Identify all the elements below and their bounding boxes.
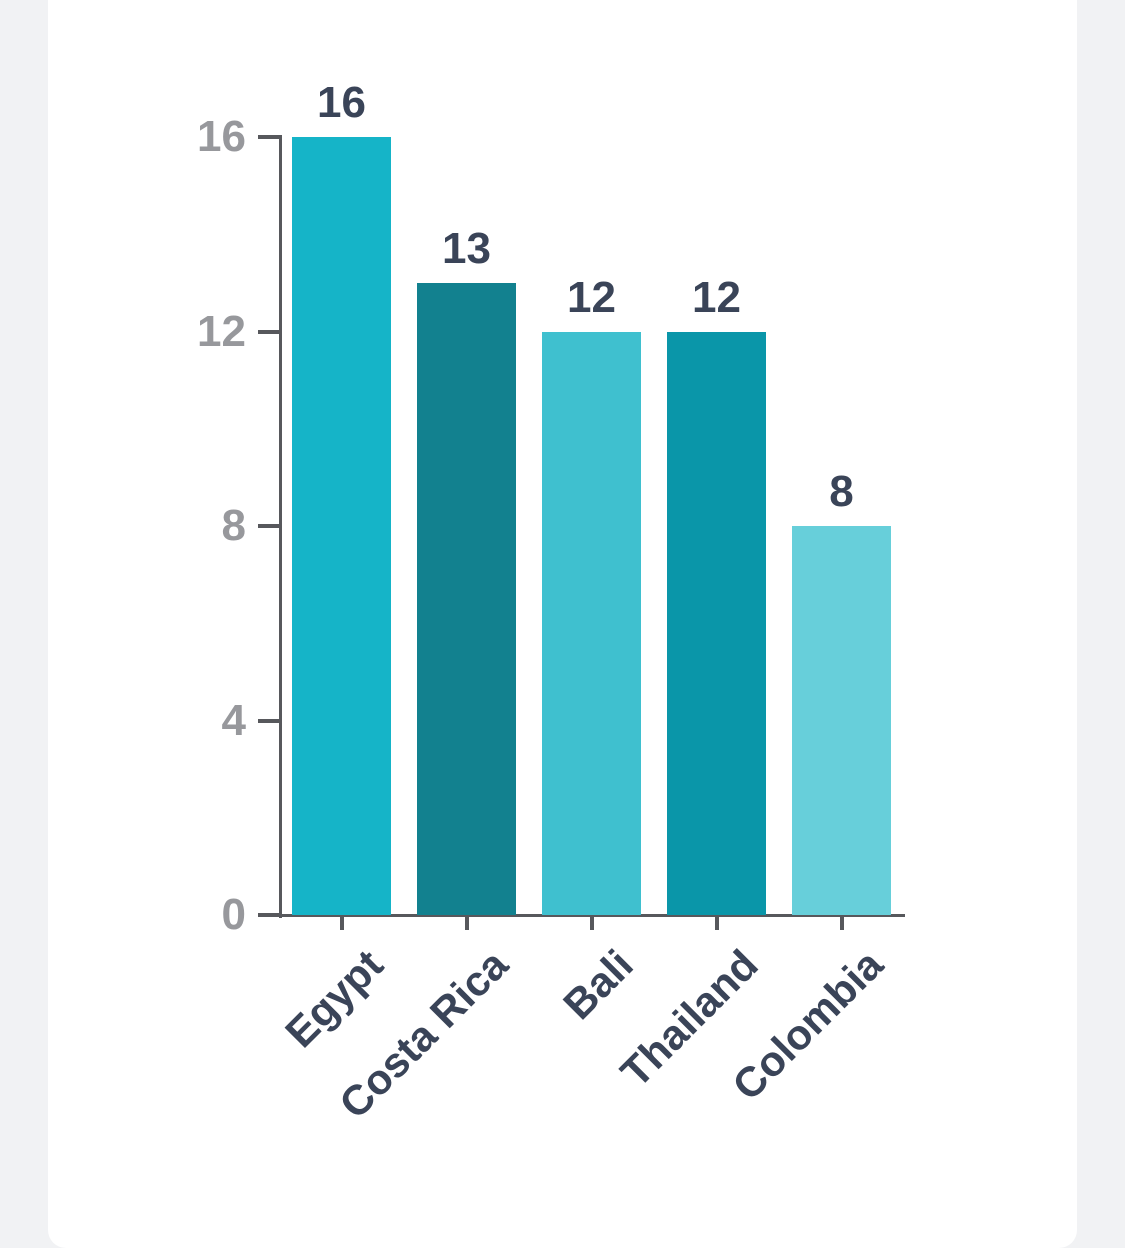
y-axis-tick xyxy=(258,718,279,723)
y-axis-line xyxy=(279,135,282,918)
y-axis-tick-label: 0 xyxy=(221,890,246,939)
bar-colombia xyxy=(792,526,891,915)
x-axis-line xyxy=(279,914,905,917)
x-axis-tick xyxy=(464,917,469,930)
bar-value-label: 12 xyxy=(567,272,616,322)
bar-bali xyxy=(542,331,641,915)
y-axis-tick xyxy=(258,135,279,139)
bar-value-label: 8 xyxy=(829,467,854,516)
bar-value-label: 13 xyxy=(442,223,491,273)
bar-costa-rica xyxy=(417,282,516,915)
y-axis-tick-label: 8 xyxy=(221,501,246,550)
y-axis-tick xyxy=(258,913,279,917)
bar-value-label: 12 xyxy=(692,272,741,322)
y-axis-tick xyxy=(258,524,279,528)
bar-egypt xyxy=(292,137,391,915)
y-axis-tick xyxy=(258,329,279,334)
x-axis-tick xyxy=(339,917,344,930)
x-axis-tick xyxy=(714,917,719,930)
y-axis-tick-label: 16 xyxy=(197,112,246,161)
y-axis-tick-label: 4 xyxy=(221,695,246,745)
y-axis-tick-label: 12 xyxy=(197,306,246,356)
x-axis-tick xyxy=(839,917,844,930)
bar-value-label: 16 xyxy=(317,78,366,127)
bar-thailand xyxy=(667,331,766,915)
x-axis-tick xyxy=(589,917,594,930)
